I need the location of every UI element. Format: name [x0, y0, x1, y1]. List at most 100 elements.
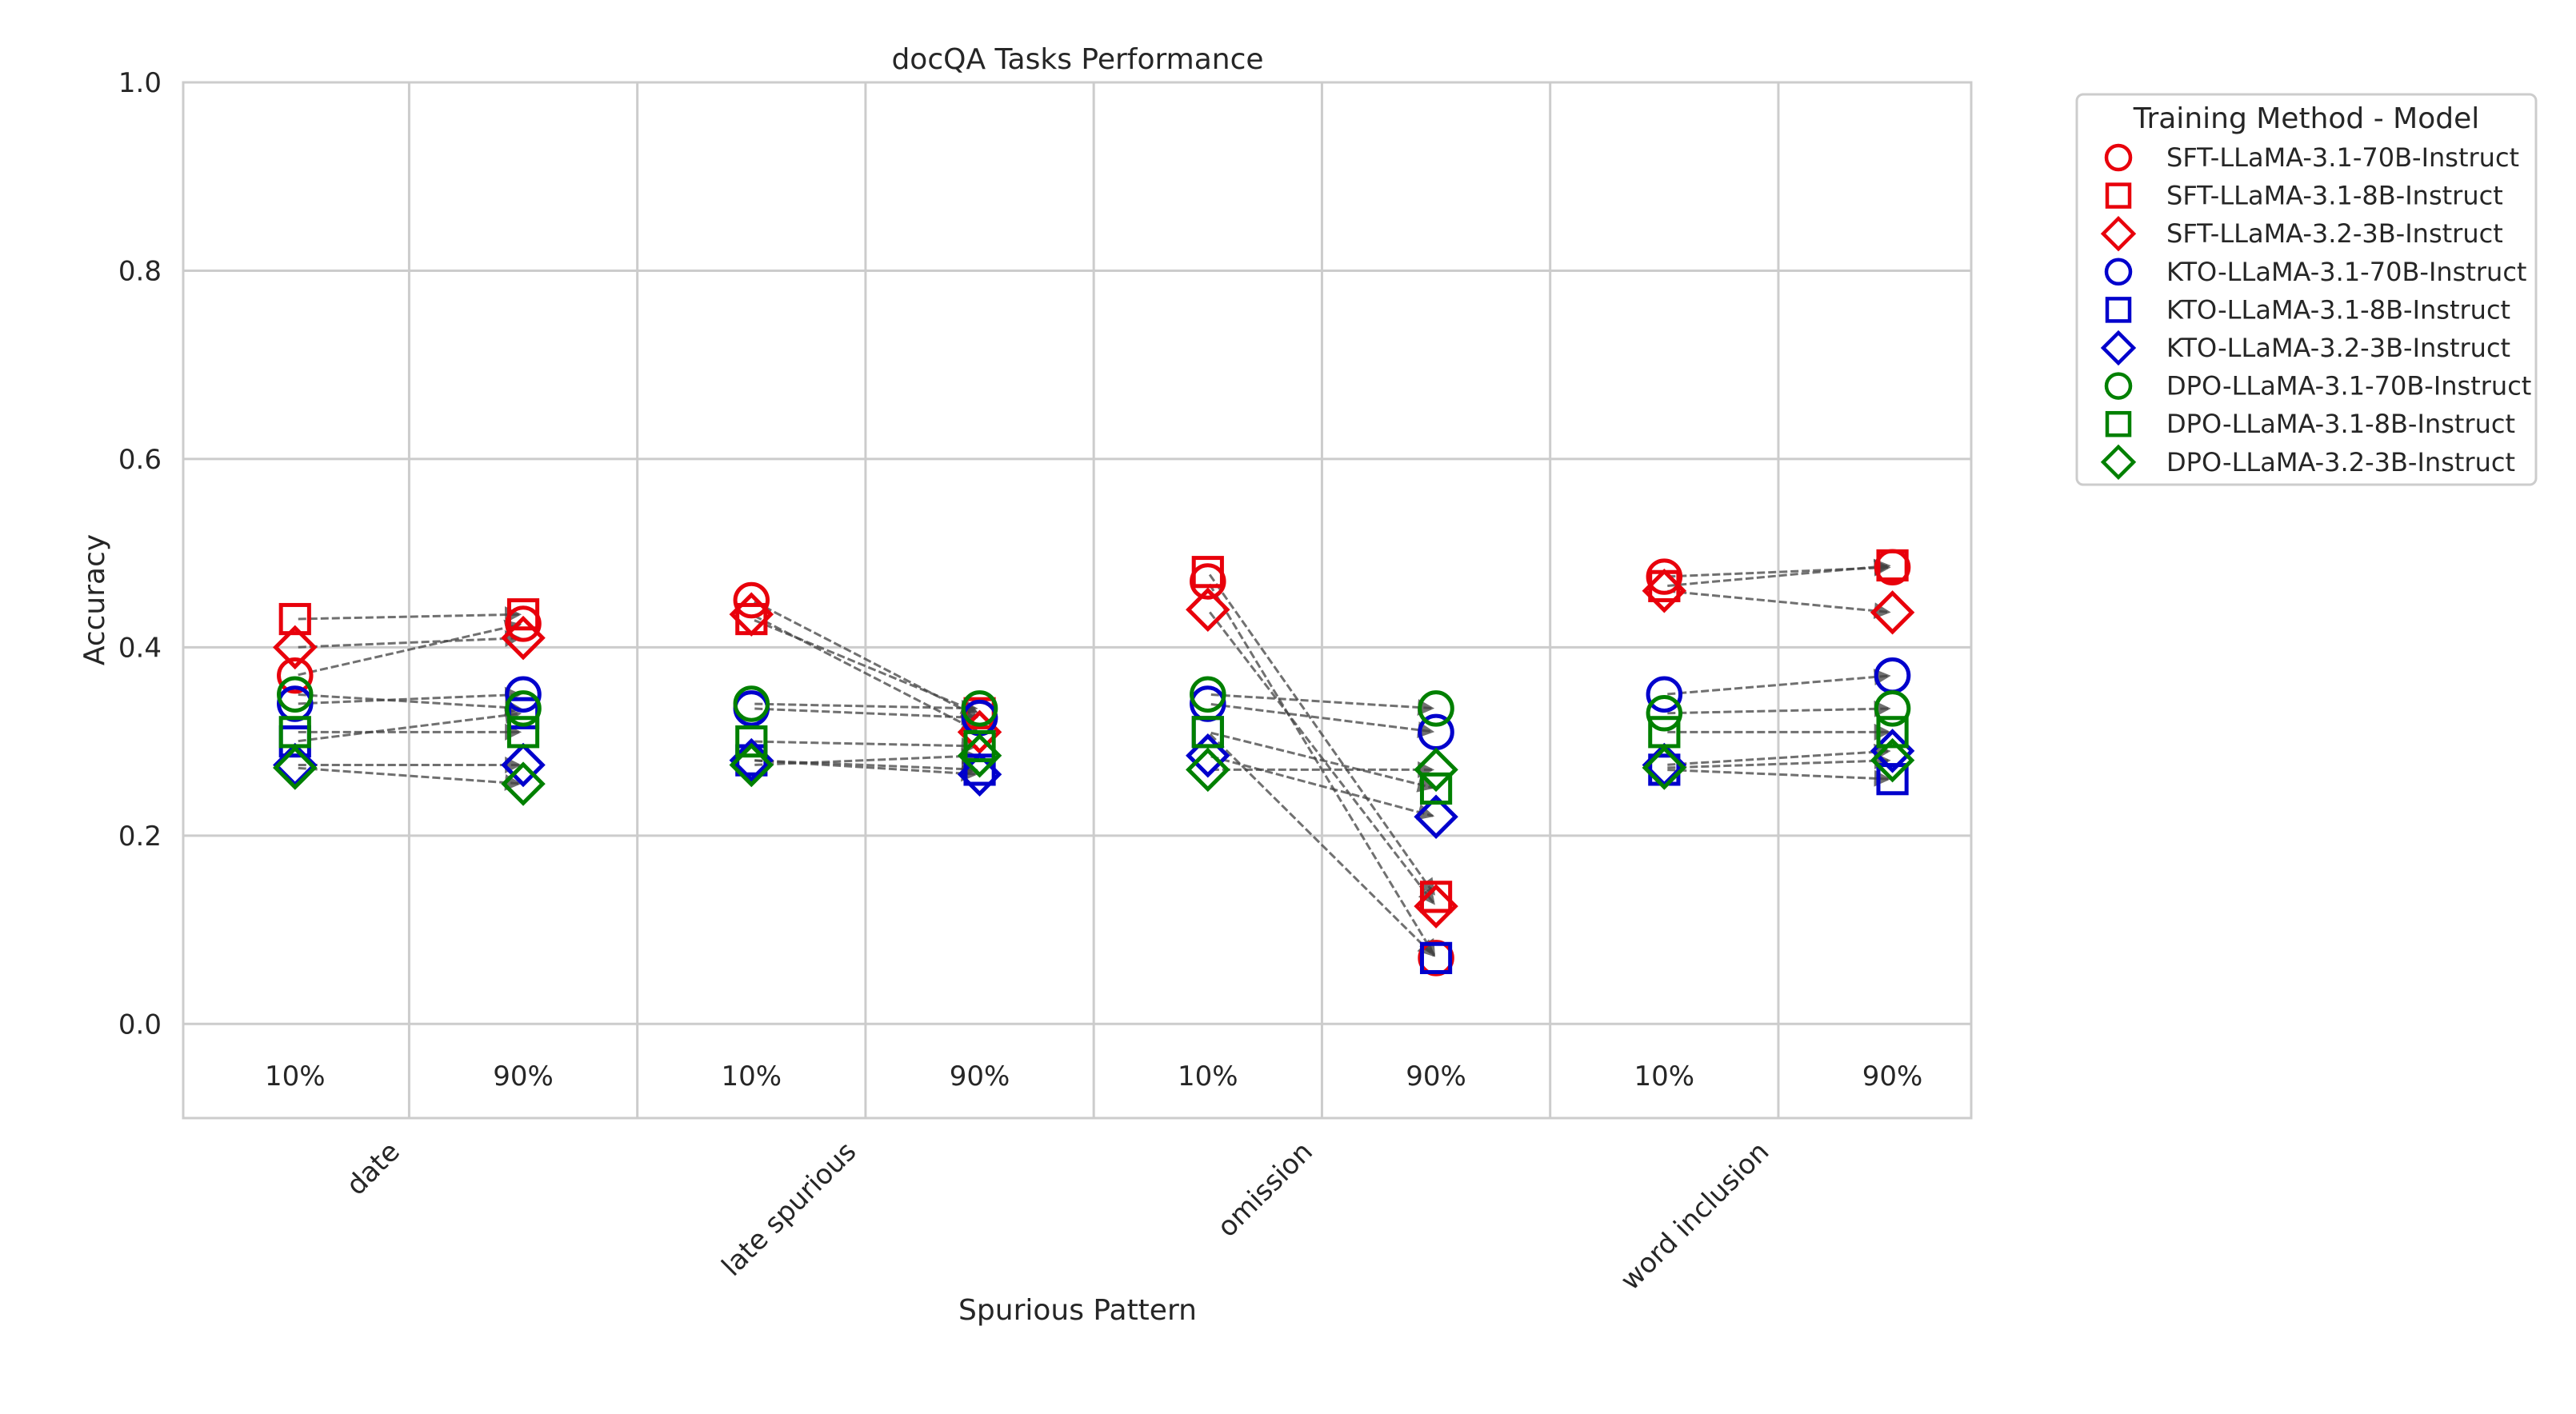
- change-arrow: [298, 619, 522, 677]
- change-arrow: [754, 614, 978, 732]
- data-point: [1874, 690, 1911, 727]
- data-point: [278, 602, 311, 636]
- legend-box: [2075, 93, 2538, 486]
- level-label: 10%: [1634, 1060, 1695, 1092]
- data-point: [729, 742, 774, 788]
- legend-label: DPO-LLaMA-3.1-70B-Instruct: [2166, 371, 2531, 401]
- legend-marker: [2104, 143, 2133, 172]
- data-point: [277, 676, 314, 713]
- legend-item: DPO-LLaMA-3.2-3B-Instruct: [2100, 444, 2515, 480]
- data-point: [505, 690, 542, 727]
- data-point: [1190, 563, 1226, 600]
- data-point: [1190, 676, 1226, 713]
- data-point: [1876, 763, 1909, 796]
- data-point: [1419, 941, 1453, 974]
- data-point: [501, 761, 546, 806]
- change-arrow: [754, 699, 978, 717]
- data-point: [1414, 747, 1458, 793]
- legend-label: DPO-LLaMA-3.1-8B-Instruct: [2166, 409, 2515, 439]
- level-label: 90%: [1862, 1060, 1923, 1092]
- arrows: [298, 558, 1891, 957]
- change-arrow: [1208, 583, 1436, 957]
- legend-marker: [2100, 216, 2137, 252]
- data-point: [1642, 568, 1687, 613]
- change-arrow: [1667, 743, 1891, 766]
- y-tick-label: 0.4: [118, 632, 162, 664]
- data-point: [1186, 587, 1230, 633]
- level-label: 90%: [950, 1060, 1010, 1092]
- data-point: [963, 729, 996, 763]
- change-arrow: [1210, 755, 1435, 821]
- data-point: [1870, 590, 1915, 635]
- legend: Training Method - Model SFT-LLaMA-3.1-70…: [2075, 93, 2538, 486]
- legend-item: KTO-LLaMA-3.1-70B-Instruct: [2104, 257, 2526, 287]
- gridlines: [183, 81, 1971, 1118]
- data-point: [273, 745, 318, 790]
- legend-item: SFT-LLaMA-3.2-3B-Instruct: [2100, 216, 2503, 252]
- data-point: [1186, 747, 1230, 793]
- legend-marker: [2104, 372, 2133, 400]
- change-arrow: [754, 619, 978, 714]
- change-arrow: [1667, 558, 1891, 587]
- level-label: 10%: [265, 1060, 326, 1092]
- change-arrow: [298, 707, 522, 743]
- legend-label: DPO-LLaMA-3.2-3B-Instruct: [2166, 447, 2515, 477]
- legend-marker: [2104, 258, 2133, 286]
- category-label: omission: [1211, 1136, 1319, 1244]
- data-point: [277, 685, 314, 722]
- legend-label: KTO-LLaMA-3.1-70B-Instruct: [2166, 257, 2526, 287]
- change-arrow: [1667, 589, 1891, 620]
- level-label: 10%: [1178, 1060, 1238, 1092]
- legend-marker: [2105, 410, 2132, 437]
- legend-item: DPO-LLaMA-3.1-70B-Instruct: [2104, 371, 2531, 401]
- y-tick-label: 0.2: [118, 821, 162, 853]
- legend-item: KTO-LLaMA-3.2-3B-Instruct: [2100, 330, 2510, 366]
- change-arrow: [1209, 733, 1435, 957]
- data-point: [1191, 556, 1224, 589]
- change-arrow: [754, 601, 978, 718]
- data-point: [501, 742, 546, 788]
- change-arrow: [298, 766, 522, 791]
- level-labels: 10% 90% 10% 90% 10% 90% 10% 90%: [265, 1060, 1922, 1092]
- chart-title: docQA Tasks Performance: [891, 43, 1263, 76]
- legend-item: SFT-LLaMA-3.1-8B-Instruct: [2105, 181, 2503, 211]
- x-axis-title: Spurious Pattern: [958, 1294, 1197, 1327]
- y-tick-label: 0.0: [118, 1009, 162, 1041]
- data-point: [729, 592, 774, 637]
- data-point: [957, 733, 1002, 778]
- data-point: [1876, 549, 1909, 582]
- data-point: [735, 725, 768, 758]
- data-point: [1190, 685, 1226, 722]
- markers: [273, 549, 1915, 977]
- y-tick-label: 1.0: [118, 67, 162, 99]
- data-point: [957, 752, 1002, 797]
- legend-label: SFT-LLaMA-3.2-3B-Instruct: [2166, 218, 2503, 249]
- data-point: [1191, 716, 1224, 749]
- data-point: [1414, 884, 1458, 929]
- legend-item: DPO-LLaMA-3.1-8B-Instruct: [2105, 409, 2515, 439]
- data-point: [505, 605, 542, 642]
- data-point: [1870, 737, 1915, 783]
- category-label: word inclusion: [1614, 1136, 1775, 1296]
- category-label: late spurious: [716, 1136, 863, 1283]
- legend-title: Training Method - Model: [2133, 102, 2479, 135]
- change-arrow: [1210, 731, 1435, 793]
- data-point: [1414, 794, 1458, 840]
- level-label: 10%: [722, 1060, 782, 1092]
- category-label: date: [340, 1136, 406, 1201]
- legend-marker: [2105, 297, 2132, 323]
- legend-marker: [2105, 182, 2132, 209]
- change-arrow: [1667, 700, 1891, 717]
- data-point: [501, 615, 546, 661]
- data-point: [277, 657, 314, 694]
- data-point: [1419, 772, 1453, 805]
- change-arrow: [298, 693, 522, 716]
- plot-frame: [182, 81, 1973, 1120]
- legend-label: KTO-LLaMA-3.2-3B-Instruct: [2166, 333, 2510, 363]
- data-point: [1418, 940, 1454, 977]
- legend-item: SFT-LLaMA-3.1-70B-Instruct: [2104, 142, 2519, 173]
- data-point: [506, 716, 540, 749]
- data-point: [1642, 745, 1687, 790]
- change-arrow: [754, 737, 978, 755]
